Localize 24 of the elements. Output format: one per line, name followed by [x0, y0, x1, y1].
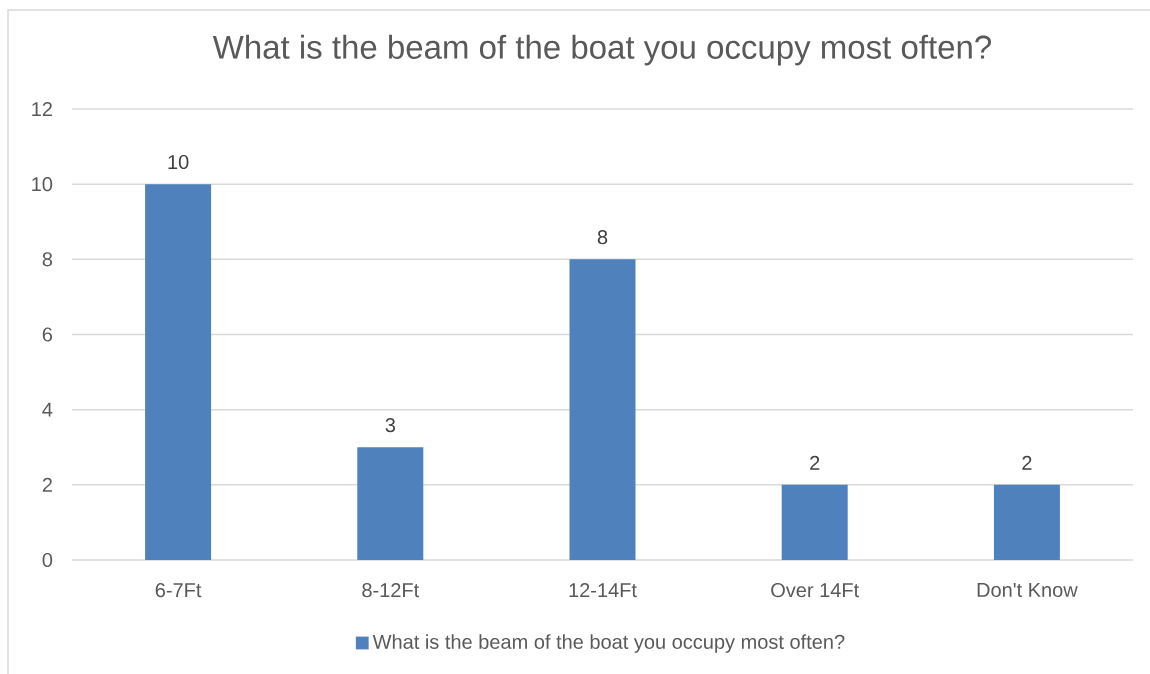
data-label: 8: [597, 230, 608, 245]
y-tick-label: 12: [32, 102, 52, 116]
data-label: 2: [810, 455, 820, 470]
bar: [145, 184, 212, 560]
y-tick-label: 8: [42, 252, 53, 267]
bar: [993, 484, 1060, 560]
y-tick-label: 6: [42, 327, 53, 342]
data-label: 10: [168, 154, 189, 170]
bar: [569, 259, 636, 560]
x-tick-label: 6-7Ft: [155, 583, 202, 598]
chart-title: What is the beam of the boat you occupy most often?: [212, 34, 991, 66]
x-tick-label: 12-14Ft: [569, 583, 637, 598]
bar: [781, 484, 848, 560]
x-tick-label: Over 14Ft: [771, 583, 860, 598]
y-tick-label: 4: [42, 402, 53, 417]
data-label: 2: [1022, 455, 1032, 470]
y-tick-label: 0: [42, 552, 53, 568]
x-tick-label: 8-12Ft: [362, 583, 420, 598]
y-tick-label: 2: [42, 477, 52, 492]
legend-label: What is the beam of the boat you occupy most often?: [372, 634, 845, 653]
bar: [357, 447, 424, 560]
x-tick-label: Don't Know: [977, 583, 1078, 598]
data-label: 3: [385, 418, 395, 433]
y-tick-label: 10: [32, 177, 53, 192]
